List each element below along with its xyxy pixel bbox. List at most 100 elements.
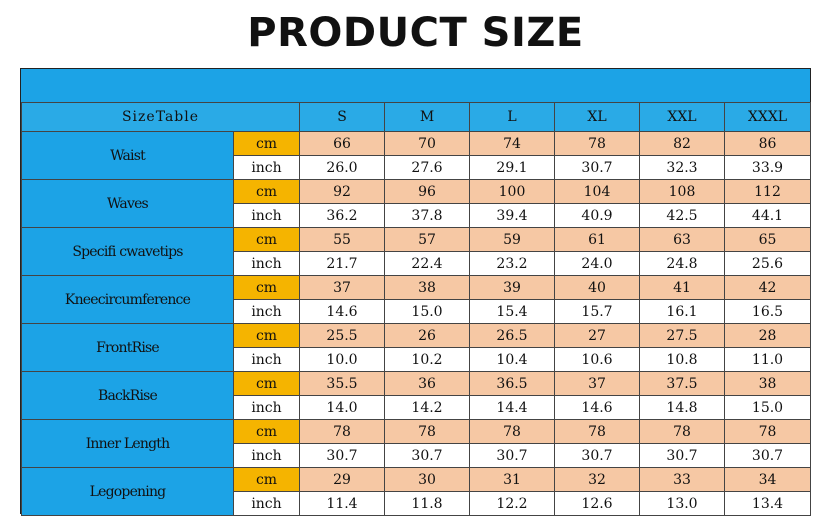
table-row-inch: inch 10.0 10.2 10.4 10.6 10.8 11.0 [22,347,811,372]
table-row-inch: inch 36.2 37.8 39.4 40.9 42.5 44.1 [22,203,811,228]
cm-value-cell: 96 [384,179,470,204]
cm-value-cell: 29 [299,467,385,492]
inch-value-cell: 23.2 [469,251,555,276]
inch-value-cell: 42.5 [639,203,725,228]
cm-value-cell: 78 [384,419,470,444]
cm-value-cell: 37.5 [639,371,725,396]
inch-value-cell: 10.8 [639,347,725,372]
cm-value-cell: 59 [469,227,555,252]
measurement-label: Legopening [21,467,234,516]
cm-value-cell: 86 [724,131,811,156]
cm-value-cell: 92 [299,179,385,204]
cm-value-cell: 30 [384,467,470,492]
inch-value-cell: 15.0 [724,395,811,420]
unit-label-cm: cm [233,467,300,492]
cm-value-cell: 57 [384,227,470,252]
cm-value-cell: 26.5 [469,323,555,348]
size-header-cell: XXXL [724,102,811,132]
inch-value-cell: 14.2 [384,395,470,420]
cm-value-cell: 78 [639,419,725,444]
cm-value-cell: 70 [384,131,470,156]
cm-value-cell: 36 [384,371,470,396]
table-row-inch: inch 14.6 15.0 15.4 15.7 16.1 16.5 [22,299,811,324]
inch-value-cell: 12.2 [469,491,555,516]
size-header-cell: S [299,102,385,132]
inch-value-cell: 13.0 [639,491,725,516]
inch-value-cell: 21.7 [299,251,385,276]
cm-value-cell: 37 [299,275,385,300]
unit-label-cm: cm [233,227,300,252]
unit-label-cm: cm [233,323,300,348]
cm-value-cell: 78 [299,419,385,444]
size-table-panel: SizeTable S M L XL XXL XXXL Waist cm 66 70 7… [20,68,811,516]
measurement-label: BackRise [21,371,234,420]
inch-value-cell: 15.0 [384,299,470,324]
cm-value-cell: 27.5 [639,323,725,348]
inch-value-cell: 30.7 [554,443,640,468]
table-row-inch: inch 14.0 14.2 14.4 14.6 14.8 15.0 [22,395,811,420]
inch-value-cell: 11.4 [299,491,385,516]
cm-value-cell: 100 [469,179,555,204]
measurement-label: Kneecircumference [21,275,234,324]
size-table-corner-label: SizeTable [21,102,300,132]
cm-value-cell: 28 [724,323,811,348]
unit-label-inch: inch [233,155,300,180]
table-row-cm: Legopening cm 29 30 31 32 33 34 [21,467,811,516]
table-row-inch: inch 21.7 22.4 23.2 24.0 24.8 25.6 [22,251,811,276]
inch-value-cell: 30.7 [299,443,385,468]
size-header-cell: XL [554,102,640,132]
table-row-cm: Waist cm 66 70 74 78 82 86 [21,131,811,180]
inch-value-cell: 14.6 [299,299,385,324]
inch-value-cell: 24.0 [554,251,640,276]
table-row-cm: Waves cm 92 96 100 104 108 112 [21,179,811,228]
cm-value-cell: 32 [554,467,640,492]
inch-value-cell: 15.7 [554,299,640,324]
size-table: SizeTable S M L XL XXL XXXL Waist cm 66 70 7… [21,102,811,516]
cm-value-cell: 38 [384,275,470,300]
cm-value-cell: 82 [639,131,725,156]
measurement-label: Specifi cwavetips [21,227,234,276]
cm-value-cell: 78 [554,131,640,156]
inch-value-cell: 10.4 [469,347,555,372]
unit-label-cm: cm [233,419,300,444]
cm-value-cell: 26 [384,323,470,348]
cm-value-cell: 37 [554,371,640,396]
table-row-cm: FrontRise cm 25.5 26 26.5 27 27.5 28 [21,323,811,372]
inch-value-cell: 16.5 [724,299,811,324]
inch-value-cell: 14.4 [469,395,555,420]
unit-label-inch: inch [233,347,300,372]
size-header-cell: L [469,102,555,132]
inch-value-cell: 33.9 [724,155,811,180]
cm-value-cell: 34 [724,467,811,492]
inch-value-cell: 16.1 [639,299,725,324]
cm-value-cell: 31 [469,467,555,492]
cm-value-cell: 42 [724,275,811,300]
unit-label-inch: inch [233,443,300,468]
measurement-label: Waves [21,179,234,228]
cm-value-cell: 61 [554,227,640,252]
measurement-label: Waist [21,131,234,180]
inch-value-cell: 30.7 [384,443,470,468]
cm-value-cell: 39 [469,275,555,300]
inch-value-cell: 24.8 [639,251,725,276]
cm-value-cell: 25.5 [299,323,385,348]
inch-value-cell: 22.4 [384,251,470,276]
size-header-cell: M [384,102,470,132]
cm-value-cell: 66 [299,131,385,156]
inch-value-cell: 14.0 [299,395,385,420]
cm-value-cell: 40 [554,275,640,300]
inch-value-cell: 37.8 [384,203,470,228]
cm-value-cell: 36.5 [469,371,555,396]
table-row-cm: Inner Length cm 78 78 78 78 78 78 [21,419,811,468]
inch-value-cell: 12.6 [554,491,640,516]
page-title: PRODUCT SIZE [247,10,584,56]
inch-value-cell: 27.6 [384,155,470,180]
cm-value-cell: 38 [724,371,811,396]
measurement-label: FrontRise [21,323,234,372]
inch-value-cell: 10.6 [554,347,640,372]
inch-value-cell: 10.2 [384,347,470,372]
cm-value-cell: 63 [639,227,725,252]
inch-value-cell: 39.4 [469,203,555,228]
table-row-cm: Kneecircumference cm 37 38 39 40 41 42 [21,275,811,324]
cm-value-cell: 108 [639,179,725,204]
